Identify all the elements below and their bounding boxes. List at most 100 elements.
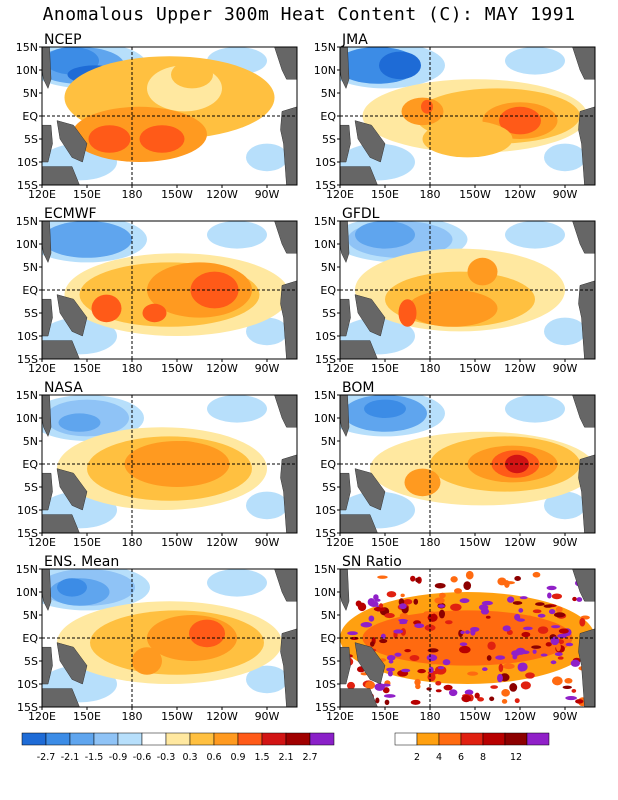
x-tick-label: 180: [122, 536, 143, 549]
sn-contour: [377, 575, 388, 579]
anomaly-contour: [207, 395, 267, 423]
sn-contour: [519, 596, 528, 600]
sn-contour: [467, 671, 479, 676]
land-mass: [42, 395, 52, 438]
sn-contour: [346, 681, 356, 690]
sn-contour: [465, 570, 474, 580]
y-tick-label: 10S: [315, 678, 336, 691]
colorbar-swatch: [45, 732, 71, 746]
land-mass: [578, 280, 595, 359]
sn-contour: [454, 588, 462, 594]
colorbar-label: 2.1: [278, 752, 293, 763]
panel-label: ENS. Mean: [44, 554, 119, 570]
sn-contour: [514, 576, 521, 582]
sn-contour: [477, 625, 485, 634]
sn-contour: [415, 577, 420, 583]
panel-label: JMA: [341, 32, 368, 48]
sn-contour: [347, 631, 358, 636]
x-tick-label: 150E: [371, 362, 399, 375]
x-tick-label: 120W: [206, 188, 238, 201]
sn-contour: [450, 603, 462, 611]
land-mass: [56, 294, 88, 337]
y-tick-label: 5N: [23, 609, 38, 622]
sn-contour: [439, 592, 446, 599]
y-tick-label: 10N: [16, 412, 38, 425]
y-tick-label: EQ: [22, 110, 38, 123]
sn-colorbar-swatch: [526, 732, 550, 746]
land-mass: [340, 514, 378, 533]
y-tick-label: 10N: [314, 586, 336, 599]
y-tick-label: 10N: [314, 64, 336, 77]
land-mass: [42, 124, 53, 163]
sn-contour: [470, 628, 476, 636]
colorbar-swatch: [261, 732, 287, 746]
x-tick-label: 150W: [161, 536, 193, 549]
x-tick-label: 120E: [326, 362, 354, 375]
land-mass: [42, 340, 80, 359]
x-tick-label: 120W: [504, 710, 536, 723]
sn-contour: [459, 642, 468, 647]
anomaly-contour: [162, 441, 207, 469]
colorbar-label: 0.3: [182, 752, 197, 763]
anomaly-contour: [91, 294, 122, 323]
sn-contour: [520, 681, 531, 690]
sn-contour: [410, 575, 416, 582]
y-tick-label: EQ: [22, 632, 38, 645]
land-mass: [274, 569, 297, 602]
anomaly-contour: [505, 47, 565, 75]
sn-contour: [468, 644, 480, 652]
colorbar-swatch: [189, 732, 215, 746]
sn-contour: [463, 581, 472, 591]
y-tick-label: 15N: [314, 41, 336, 54]
sn-contour: [481, 600, 493, 606]
sn-contour: [501, 699, 508, 704]
land-mass: [42, 166, 80, 185]
x-tick-label: 150W: [459, 362, 491, 375]
sn-colorbar-swatch: [416, 732, 440, 746]
y-tick-label: 10N: [314, 412, 336, 425]
y-tick-label: 5S: [322, 481, 336, 494]
x-tick-label: 90W: [553, 188, 578, 201]
map-panel-3: 120E 150E 180 150W 120W 90W 15N 10N 5N EQ 5S 10S 15S…: [314, 206, 596, 375]
x-tick-label: 120E: [28, 710, 56, 723]
sn-contour: [477, 697, 485, 702]
anomaly-contour: [246, 143, 288, 172]
x-tick-label: 120E: [28, 536, 56, 549]
y-tick-label: 15S: [315, 179, 336, 192]
x-tick-label: 120W: [206, 536, 238, 549]
sn-contour: [570, 659, 580, 667]
y-tick-label: 5N: [23, 87, 38, 100]
sn-contour: [521, 631, 531, 638]
sn-contour: [459, 645, 471, 654]
sn-contour: [487, 641, 496, 651]
land-mass: [56, 120, 88, 163]
y-tick-label: 15N: [16, 563, 38, 576]
sn-contour: [512, 601, 523, 605]
anomaly-contour: [42, 221, 132, 258]
anomaly-contour: [189, 619, 225, 648]
x-tick-label: 90W: [255, 362, 280, 375]
sn-contour: [424, 624, 436, 631]
sn-contour: [564, 678, 573, 684]
land-mass: [340, 47, 350, 90]
colorbar-label: 0.6: [206, 752, 221, 763]
sn-contour: [434, 597, 445, 604]
y-tick-label: 5S: [24, 133, 38, 146]
y-tick-label: 5S: [24, 655, 38, 668]
sn-contour: [365, 681, 376, 690]
y-tick-label: 15N: [16, 389, 38, 402]
sn-contour: [375, 697, 380, 704]
sn-contour: [399, 612, 409, 619]
land-mass: [280, 628, 297, 707]
y-tick-label: EQ: [22, 284, 38, 297]
panel-label: ECMWF: [44, 206, 97, 222]
y-tick-label: 15N: [16, 215, 38, 228]
y-tick-label: 10N: [314, 238, 336, 251]
land-mass: [42, 646, 53, 685]
sn-contour: [557, 656, 564, 660]
anomaly-contour: [364, 399, 406, 418]
sn-contour: [576, 597, 583, 602]
land-mass: [42, 298, 53, 337]
